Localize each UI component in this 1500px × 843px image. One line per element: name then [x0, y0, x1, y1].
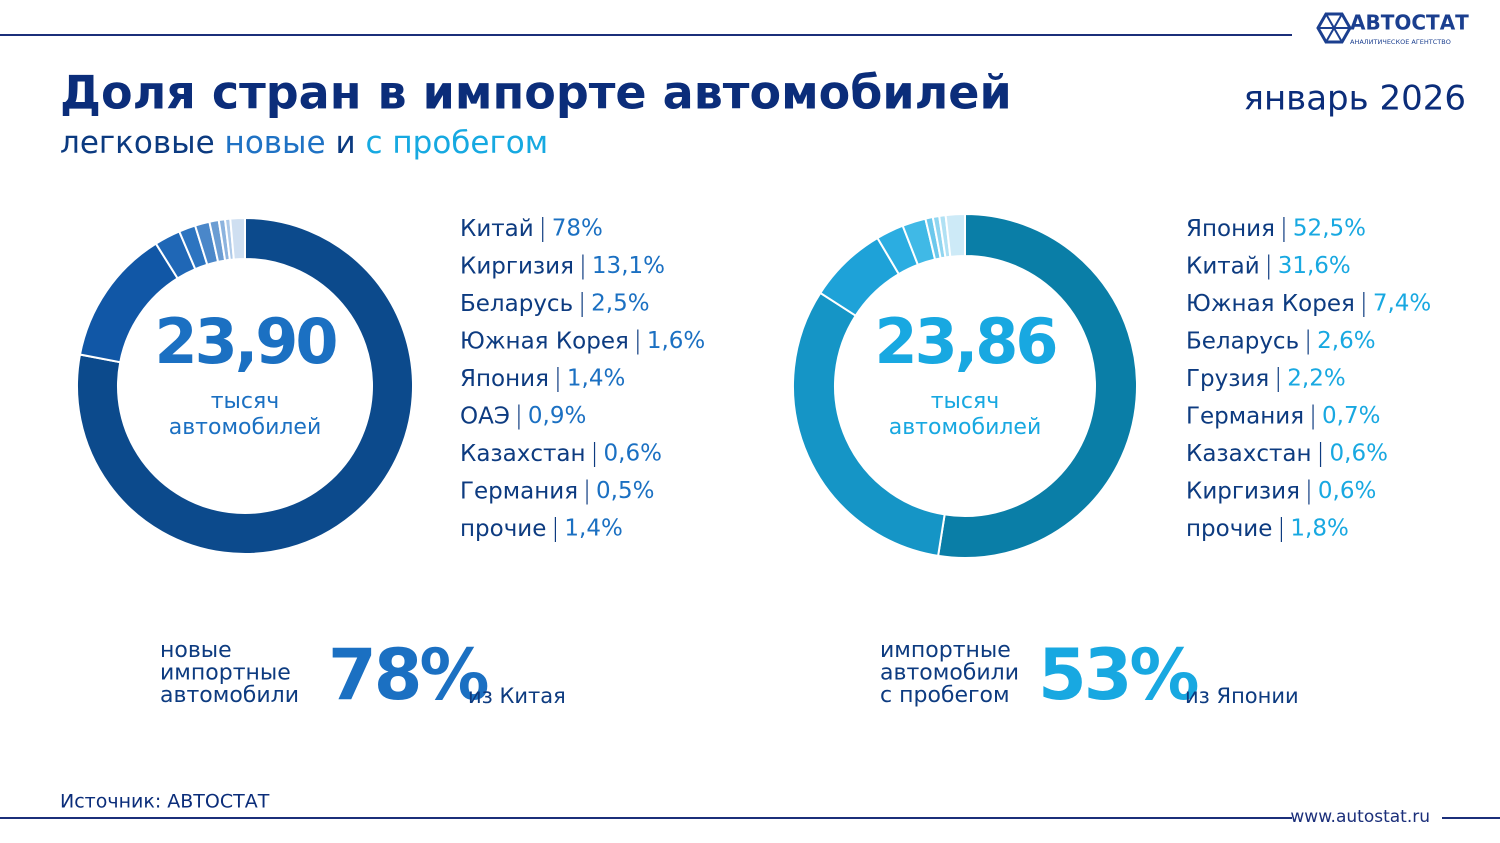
legend-entry: прочие	[1186, 516, 1272, 542]
legend-name: Китай	[1186, 253, 1260, 279]
callout-line: импортные	[880, 638, 1011, 663]
legend-name: прочие	[1186, 516, 1272, 542]
subtitle: легковые новые и с пробегом	[60, 125, 548, 161]
legend-value: 7,4%	[1373, 291, 1431, 317]
legend-name: Германия	[460, 478, 578, 504]
legend-entry: Япония	[1186, 216, 1275, 242]
legend-value: 0,9%	[528, 403, 586, 429]
donut-slice	[76, 216, 414, 555]
legend-name: ОАЭ	[460, 403, 510, 429]
legend-entry: Казахстан	[1186, 441, 1312, 467]
legend-entry: ОАЭ	[460, 403, 510, 429]
legend-value: 52,5%	[1293, 216, 1366, 242]
legend-entry: Германия	[460, 478, 578, 504]
legend-value: 2,6%	[1317, 328, 1375, 354]
donut	[76, 216, 414, 555]
legend-entry: Китай	[460, 216, 534, 242]
callout-suffix: из Японии	[1185, 684, 1299, 708]
legend-entry: Беларусь	[460, 291, 573, 317]
legend-entry: прочие	[460, 516, 546, 542]
legend-entry: Япония	[460, 366, 549, 392]
legend-value: 1,4%	[564, 516, 622, 542]
donut	[792, 212, 1138, 559]
legend-entry: Киргизия	[1186, 478, 1300, 504]
legend-entry: Киргизия	[460, 253, 574, 279]
callout-suffix: из Китая	[468, 684, 566, 708]
subtitle-part: и	[335, 125, 355, 161]
legend-name: прочие	[460, 516, 546, 542]
donut-slice	[936, 212, 1138, 559]
callout-line: импортные	[160, 661, 291, 686]
title: Доля стран в импорте автомобилей	[60, 66, 1012, 120]
legend-value: 2,5%	[591, 291, 649, 317]
legend-name: Япония	[1186, 216, 1275, 242]
legend-name: Южная Корея	[460, 328, 629, 354]
legend-name: Южная Корея	[1186, 291, 1355, 317]
callout-value: 78%	[328, 634, 487, 716]
donut-slice	[229, 216, 246, 261]
center-value: 23,86	[874, 305, 1055, 378]
center-value: 23,90	[154, 305, 336, 378]
legend-value: 1,4%	[567, 366, 625, 392]
logo-name: АВТОСТАТ	[1350, 11, 1469, 35]
legend-name: Беларусь	[460, 291, 573, 317]
callout-line: автомобили	[880, 661, 1019, 686]
source: Источник: АВТОСТАТ	[60, 791, 270, 813]
legend-name: Киргизия	[460, 253, 574, 279]
date: январь 2026	[1243, 79, 1466, 119]
legend-entry: Южная Корея	[460, 328, 629, 354]
center-caption: тысяч	[931, 389, 1000, 414]
logo-tagline: АНАЛИТИЧЕСКОЕ АГЕНТСТВО	[1350, 38, 1451, 46]
legend-name: Казахстан	[460, 441, 586, 467]
legend-value: 1,6%	[647, 328, 705, 354]
legend-value: 0,6%	[1318, 478, 1376, 504]
legend-name: Германия	[1186, 403, 1304, 429]
legend-value: 2,2%	[1287, 366, 1345, 392]
legend-value: 0,6%	[604, 441, 662, 467]
center-caption: автомобилей	[169, 415, 322, 440]
subtitle-part: новые	[225, 125, 326, 161]
callout-value: 53%	[1038, 634, 1197, 716]
legend-entry: Казахстан	[460, 441, 586, 467]
legend-value: 0,6%	[1330, 441, 1388, 467]
callout-line: новые	[160, 638, 232, 663]
center-caption: тысяч	[211, 389, 280, 414]
legend-value: 13,1%	[592, 253, 665, 279]
subtitle-part: легковые	[60, 125, 215, 161]
legend-value: 1,8%	[1290, 516, 1348, 542]
legend-entry: Германия	[1186, 403, 1304, 429]
logo: АВТОСТАТ АНАЛИТИЧЕСКОЕ АГЕНТСТВО	[1316, 11, 1469, 46]
legend-value: 0,7%	[1322, 403, 1380, 429]
url: www.autostat.ru	[1290, 807, 1430, 827]
legend-name: Япония	[460, 366, 549, 392]
legend-name: Киргизия	[1186, 478, 1300, 504]
legend-name: Казахстан	[1186, 441, 1312, 467]
legend-name: Китай	[460, 216, 534, 242]
legend-value: 31,6%	[1278, 253, 1351, 279]
legend-value: 0,5%	[596, 478, 654, 504]
legend-name: Грузия	[1186, 366, 1269, 392]
legend-entry: Грузия	[1186, 366, 1269, 392]
callout-line: с пробегом	[880, 683, 1010, 708]
subtitle-part: с пробегом	[365, 125, 548, 161]
logo-icon-lines	[1318, 13, 1350, 43]
legend-value: 78%	[552, 216, 603, 242]
legend-entry: Южная Корея	[1186, 291, 1355, 317]
legend-entry: Беларусь	[1186, 328, 1299, 354]
legend-entry: Китай	[1186, 253, 1260, 279]
legend-name: Беларусь	[1186, 328, 1299, 354]
callout-line: автомобили	[160, 683, 299, 708]
center-caption: автомобилей	[889, 415, 1042, 440]
donut-slice	[944, 212, 966, 258]
